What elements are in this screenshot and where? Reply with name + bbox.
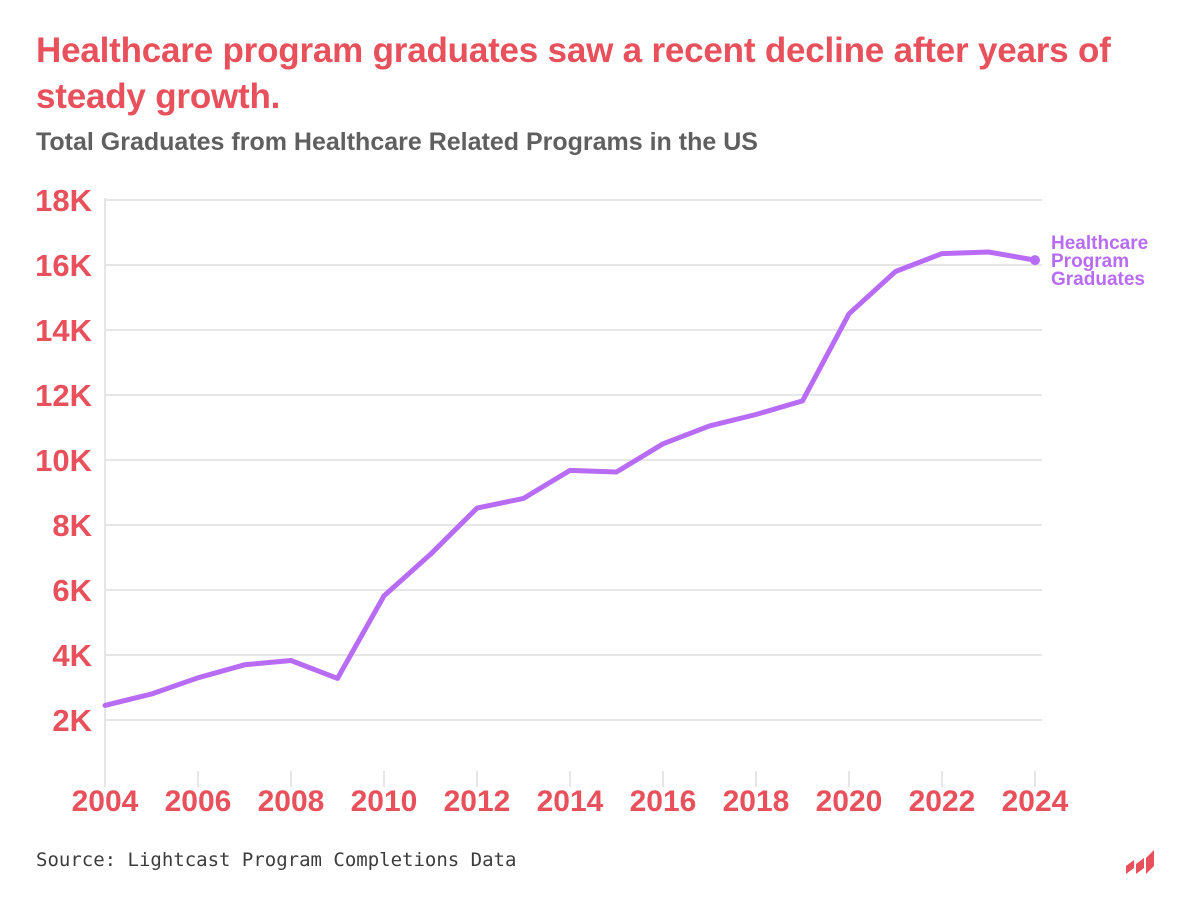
data-point [521, 496, 526, 501]
data-point [847, 311, 852, 316]
x-tick-label: 2022 [909, 785, 976, 818]
y-tick-label: 8K [52, 508, 92, 543]
data-point [289, 658, 294, 663]
data-point [614, 470, 619, 475]
data-point [149, 692, 154, 697]
x-tick-label: 2004 [72, 785, 139, 818]
data-point [940, 251, 945, 256]
data-point [475, 506, 480, 511]
x-tick-label: 2016 [630, 785, 697, 818]
x-tick-label: 2010 [351, 785, 418, 818]
data-point [800, 398, 805, 403]
y-tick-label: 18K [35, 183, 92, 218]
source-note: Source: Lightcast Program Completions Da… [36, 849, 517, 871]
x-tick-label: 2008 [258, 785, 325, 818]
y-tick-label: 10K [35, 443, 92, 478]
data-point [242, 662, 247, 667]
chart-subtitle: Total Graduates from Healthcare Related … [36, 128, 758, 156]
data-point [754, 412, 759, 417]
series-label: Healthcare Program Graduates [1051, 233, 1148, 290]
data-point [196, 675, 201, 680]
data-point [661, 441, 666, 446]
y-tick-labels: 2K 4K 6K 8K 10K 12K 14K 16K 18K [35, 183, 92, 738]
x-tick-labels: 2004 2006 2008 2010 2012 2014 2016 2018 2020 2022… [72, 785, 1069, 818]
data-point [335, 676, 340, 681]
data-point [103, 703, 108, 708]
x-tick-label: 2018 [723, 785, 790, 818]
chart-title: Healthcare program graduates saw a recen… [36, 31, 1111, 116]
data-point [986, 250, 991, 255]
x-tick-label: 2020 [816, 785, 883, 818]
y-tick-label: 12K [35, 378, 92, 413]
axes [104, 198, 1036, 787]
data-point [382, 593, 387, 598]
lightcast-logo-icon [1126, 850, 1154, 874]
series-end-dot [1030, 255, 1040, 266]
gridlines [105, 199, 1042, 721]
y-tick-label: 14K [35, 313, 92, 348]
series-label-line: Program [1051, 251, 1129, 272]
data-point [428, 552, 433, 557]
data-point [893, 269, 898, 274]
x-tick-label: 2006 [165, 785, 232, 818]
data-point [568, 468, 573, 473]
series-label-line: Graduates [1051, 269, 1145, 290]
series-label-line: Healthcare [1051, 233, 1148, 254]
x-tick-label: 2014 [537, 785, 604, 818]
x-tick-label: 2012 [444, 785, 511, 818]
series [102, 249, 1040, 708]
y-tick-label: 2K [52, 703, 92, 738]
y-tick-label: 16K [35, 248, 92, 283]
data-point [707, 423, 712, 428]
series-line-healthcare-graduates [102, 249, 1038, 708]
series-end-label: Healthcare Program Graduates [1051, 233, 1148, 290]
y-tick-label: 4K [52, 638, 92, 673]
y-tick-label: 6K [52, 573, 92, 608]
x-tick-label: 2024 [1002, 785, 1069, 818]
